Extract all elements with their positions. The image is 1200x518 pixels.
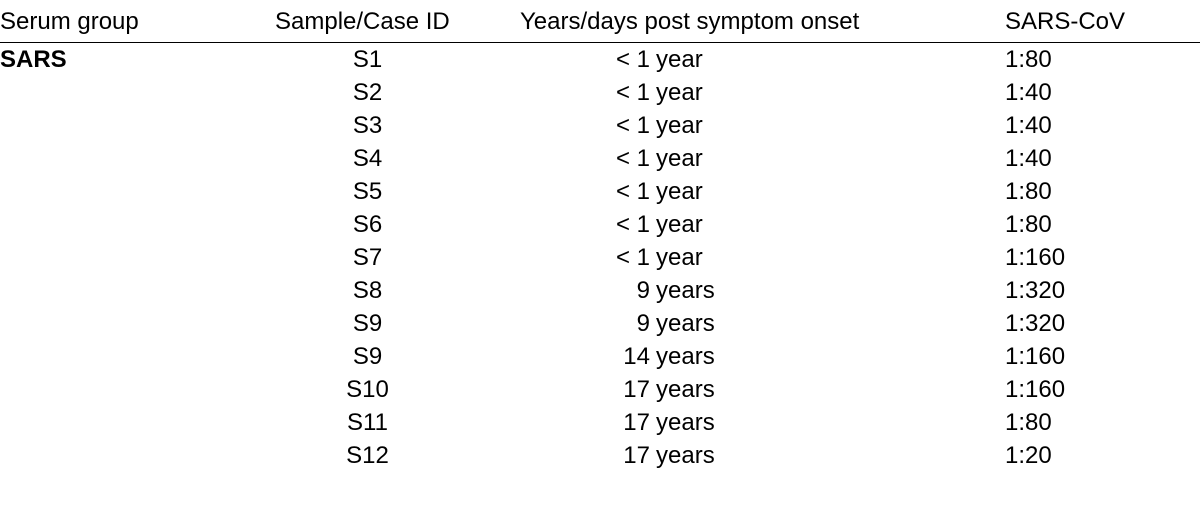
years-unit: years: [656, 444, 715, 468]
sars-cov-cell: 1:160: [1005, 373, 1200, 406]
table-row: S7< 1year1:160: [0, 241, 1200, 274]
sars-cov-cell: 1:40: [1005, 76, 1200, 109]
serum-group-cell: [0, 307, 275, 340]
table-row: S4< 1year1:40: [0, 142, 1200, 175]
col-serum-group: Serum group: [0, 6, 275, 43]
years-post-cell: < 1year: [520, 109, 1005, 142]
sample-id-cell: S4: [275, 142, 520, 175]
sars-cov-cell: 1:40: [1005, 109, 1200, 142]
years-unit: years: [656, 312, 715, 336]
years-post-cell: < 1year: [520, 175, 1005, 208]
serum-group-cell: [0, 274, 275, 307]
years-post-cell: < 1year: [520, 76, 1005, 109]
serum-group-cell: [0, 373, 275, 406]
years-number: 14: [570, 345, 656, 369]
years-unit: year: [656, 147, 703, 171]
years-unit: years: [656, 411, 715, 435]
years-post-cell: 17years: [520, 373, 1005, 406]
sample-id-cell: S9: [275, 307, 520, 340]
years-unit: year: [656, 180, 703, 204]
years-number: < 1: [570, 180, 656, 204]
serum-group-cell: [0, 76, 275, 109]
table-row: S6< 1year1:80: [0, 208, 1200, 241]
serum-group-cell: [0, 208, 275, 241]
sars-cov-cell: 1:80: [1005, 43, 1200, 77]
table-row: S914years1:160: [0, 340, 1200, 373]
sars-cov-cell: 1:320: [1005, 307, 1200, 340]
years-number: < 1: [570, 213, 656, 237]
col-sample-id: Sample/Case ID: [275, 6, 520, 43]
sars-cov-cell: 1:160: [1005, 241, 1200, 274]
years-unit: year: [656, 246, 703, 270]
table-row: S89years1:320: [0, 274, 1200, 307]
sars-cov-cell: 1:160: [1005, 340, 1200, 373]
table-row: S5< 1year1:80: [0, 175, 1200, 208]
years-post-cell: < 1year: [520, 142, 1005, 175]
serum-group-cell: [0, 340, 275, 373]
years-number: < 1: [570, 81, 656, 105]
table-row: S99years1:320: [0, 307, 1200, 340]
years-post-cell: 17years: [520, 439, 1005, 472]
sample-id-cell: S11: [275, 406, 520, 439]
years-number: 17: [570, 378, 656, 402]
table-header-row: Serum group Sample/Case ID Years/days po…: [0, 6, 1200, 43]
years-post-cell: < 1year: [520, 43, 1005, 77]
years-number: 9: [570, 279, 656, 303]
serum-group-cell: [0, 241, 275, 274]
years-number: < 1: [570, 246, 656, 270]
serum-group-cell: [0, 406, 275, 439]
sample-id-cell: S9: [275, 340, 520, 373]
sars-cov-cell: 1:80: [1005, 175, 1200, 208]
sample-id-cell: S6: [275, 208, 520, 241]
years-number: 9: [570, 312, 656, 336]
col-sars-cov: SARS-CoV: [1005, 6, 1200, 43]
years-post-cell: < 1year: [520, 208, 1005, 241]
sars-cov-cell: 1:80: [1005, 208, 1200, 241]
sample-id-cell: S7: [275, 241, 520, 274]
sample-id-cell: S2: [275, 76, 520, 109]
sample-id-cell: S1: [275, 43, 520, 77]
years-number: < 1: [570, 114, 656, 138]
sample-id-cell: S12: [275, 439, 520, 472]
years-post-cell: 17years: [520, 406, 1005, 439]
sample-id-cell: S3: [275, 109, 520, 142]
years-unit: years: [656, 345, 715, 369]
years-post-cell: 14years: [520, 340, 1005, 373]
years-unit: years: [656, 279, 715, 303]
table-row: S1117years1:80: [0, 406, 1200, 439]
serology-table: Serum group Sample/Case ID Years/days po…: [0, 6, 1200, 472]
years-post-cell: 9years: [520, 307, 1005, 340]
sars-cov-cell: 1:40: [1005, 142, 1200, 175]
sample-id-cell: S5: [275, 175, 520, 208]
col-years-post: Years/days post symptom onset: [520, 6, 1005, 43]
years-unit: year: [656, 213, 703, 237]
years-unit: year: [656, 81, 703, 105]
serum-group-cell: [0, 109, 275, 142]
table-row: S1217years1:20: [0, 439, 1200, 472]
sars-cov-cell: 1:20: [1005, 439, 1200, 472]
serum-group-cell: [0, 439, 275, 472]
serum-group-cell: SARS: [0, 43, 275, 77]
years-number: < 1: [570, 147, 656, 171]
years-unit: year: [656, 114, 703, 138]
years-number: 17: [570, 411, 656, 435]
years-post-cell: < 1year: [520, 241, 1005, 274]
table-row: S3< 1year1:40: [0, 109, 1200, 142]
serum-group-cell: [0, 142, 275, 175]
table-row: S2< 1year1:40: [0, 76, 1200, 109]
years-number: 17: [570, 444, 656, 468]
sample-id-cell: S8: [275, 274, 520, 307]
sample-id-cell: S10: [275, 373, 520, 406]
table-row: SARSS1< 1year1:80: [0, 43, 1200, 77]
table-row: S1017years1:160: [0, 373, 1200, 406]
serum-group-cell: [0, 175, 275, 208]
sars-cov-cell: 1:80: [1005, 406, 1200, 439]
sars-cov-cell: 1:320: [1005, 274, 1200, 307]
years-post-cell: 9years: [520, 274, 1005, 307]
years-unit: years: [656, 378, 715, 402]
years-number: < 1: [570, 48, 656, 72]
years-unit: year: [656, 48, 703, 72]
